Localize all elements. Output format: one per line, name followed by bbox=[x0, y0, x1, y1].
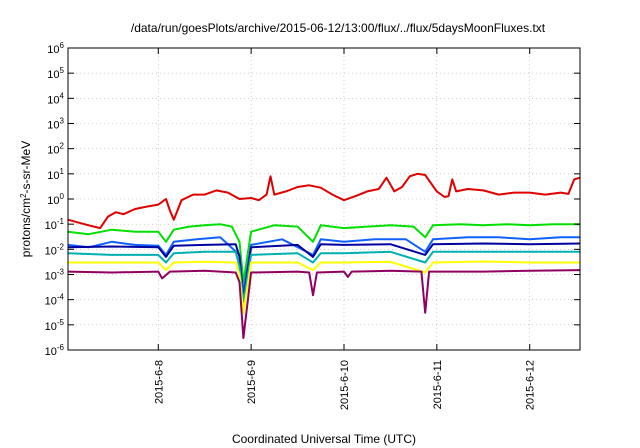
y-axis-label-rest: -s-sr-MeV bbox=[19, 141, 33, 194]
y-tick-label: 100 bbox=[47, 192, 64, 207]
y-tick-exp: -4 bbox=[57, 293, 65, 302]
series-line bbox=[67, 223, 580, 284]
x-tick-label: 2015-6-9 bbox=[246, 360, 258, 404]
y-tick-exp: 3 bbox=[60, 117, 65, 126]
y-tick-exp: 5 bbox=[60, 66, 65, 75]
x-tick-label: 2015-6-8 bbox=[153, 360, 165, 404]
y-tick-base: 10 bbox=[47, 145, 59, 157]
y-tick-base: 10 bbox=[47, 69, 59, 81]
y-tick-exp: -5 bbox=[57, 318, 65, 327]
y-tick-label: 10-2 bbox=[45, 242, 65, 257]
y-tick-base: 10 bbox=[47, 120, 59, 132]
y-tick-label: 10-6 bbox=[45, 343, 65, 358]
x-tick-label: 2015-6-12 bbox=[525, 360, 537, 410]
series-line bbox=[68, 260, 580, 314]
y-tick-exp: 4 bbox=[60, 91, 65, 100]
y-tick-exp: -6 bbox=[57, 343, 65, 352]
x-axis-label: Coordinated Universal Time (UTC) bbox=[232, 432, 416, 446]
series-line bbox=[67, 172, 581, 230]
y-axis-label-sup: 2 bbox=[19, 193, 28, 198]
y-tick-exp: -3 bbox=[57, 268, 65, 277]
y-tick-base: 10 bbox=[47, 94, 59, 106]
y-tick-label: 10-5 bbox=[45, 318, 65, 333]
y-axis: 10-610-510-410-310-210-11001011021031041… bbox=[45, 41, 580, 358]
y-tick-base: 10 bbox=[45, 346, 57, 358]
x-tick-label: 2015-6-11 bbox=[432, 360, 444, 409]
y-tick-exp: -2 bbox=[57, 242, 65, 251]
y-tick-label: 104 bbox=[47, 91, 64, 106]
y-tick-label: 10-3 bbox=[45, 268, 65, 283]
series-line bbox=[67, 269, 581, 339]
y-tick-label: 10-4 bbox=[45, 293, 65, 308]
y-axis-label: protons/cm2-s-sr-MeV bbox=[19, 141, 34, 257]
series-line bbox=[67, 236, 580, 294]
y-tick-exp: 0 bbox=[60, 192, 65, 201]
grid bbox=[68, 48, 580, 350]
y-tick-base: 10 bbox=[47, 44, 59, 56]
series-group bbox=[67, 172, 581, 339]
y-tick-exp: 6 bbox=[60, 41, 65, 50]
y-tick-base: 10 bbox=[45, 321, 57, 333]
y-tick-label: 103 bbox=[47, 117, 64, 132]
x-tick-label: 2015-6-10 bbox=[339, 360, 351, 410]
y-tick-exp: -1 bbox=[57, 217, 65, 226]
series-line bbox=[67, 250, 580, 304]
y-tick-base: 10 bbox=[45, 245, 57, 257]
chart-title: /data/run/goesPlots/archive/2015-06-12/1… bbox=[131, 21, 546, 35]
y-axis-label-base: protons/cm bbox=[19, 198, 33, 257]
y-tick-base: 10 bbox=[47, 170, 59, 182]
series-line bbox=[67, 242, 581, 301]
y-tick-base: 10 bbox=[45, 220, 57, 232]
x-axis: 2015-6-8 2015-6-9 2015-6-10 2015-6-11 2015-6… bbox=[153, 48, 537, 410]
y-tick-exp: 1 bbox=[60, 167, 65, 176]
y-tick-base: 10 bbox=[45, 296, 57, 308]
y-tick-label: 105 bbox=[47, 66, 64, 81]
y-tick-label: 10-1 bbox=[45, 217, 65, 232]
y-tick-label: 106 bbox=[47, 41, 64, 56]
y-tick-label: 102 bbox=[47, 142, 64, 157]
y-tick-exp: 2 bbox=[60, 142, 65, 151]
y-tick-base: 10 bbox=[45, 271, 57, 283]
y-tick-label: 101 bbox=[47, 167, 64, 182]
y-tick-base: 10 bbox=[47, 195, 59, 207]
